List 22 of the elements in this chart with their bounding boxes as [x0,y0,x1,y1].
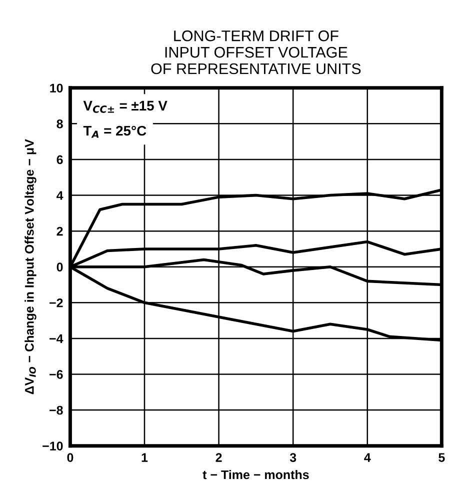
y-tick-label: −10 [42,442,63,450]
y-tick-label: −6 [50,370,63,379]
x-tick-label: 1 [142,453,148,462]
y-tick-label: 0 [56,262,63,272]
y-tick-label: 8 [56,119,63,128]
chart-title: LONG-TERM DRIFT OF INPUT OFFSET VOLTAGE OF REPRESENTATIVE UNITS [151,30,361,74]
y-tick-label: 6 [56,155,63,164]
x-tick-label: 5 [438,453,445,462]
y-tick-label: −2 [50,298,63,308]
annotation: V$_{CC±}$ = ±15 V [83,100,168,113]
x-tick-label: 3 [290,453,296,462]
x-axis-title: t − Time − months [202,470,309,480]
x-tick-label: 4 [364,453,371,462]
y-tick-label: −4 [50,334,64,343]
annotation: T$_{A}$ = 25°C [83,126,146,138]
y-tick-label: 4 [56,191,64,200]
y-tick-label: 2 [56,226,63,236]
y-axis-title: ΔV$_{IO}$ − Change in Input Offset Voltage − μV [24,139,36,394]
y-tick-label: −8 [50,406,63,415]
x-tick-label: 0 [67,453,74,462]
x-tick-label: 2 [216,453,222,462]
y-tick-label: 10 [50,84,63,93]
